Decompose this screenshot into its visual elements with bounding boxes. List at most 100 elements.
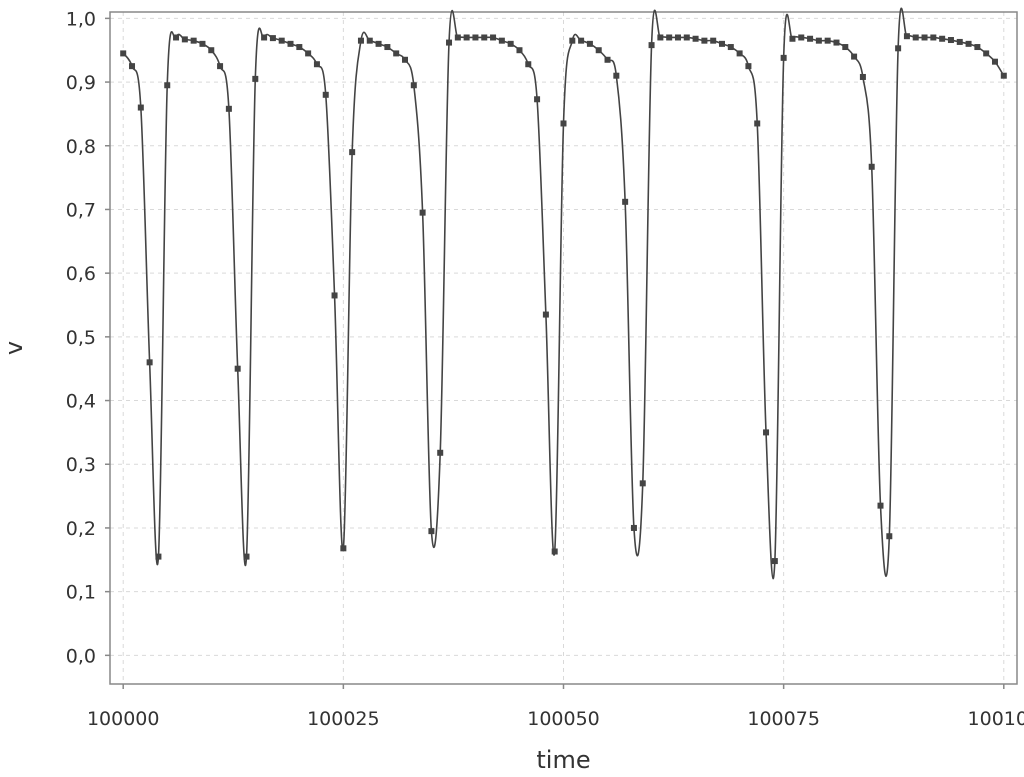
data-point	[446, 39, 453, 46]
data-point	[481, 34, 488, 41]
data-point	[622, 198, 629, 205]
data-point	[560, 120, 567, 127]
data-point	[331, 292, 338, 299]
x-tick-label: 100050	[527, 708, 600, 730]
data-point	[287, 40, 294, 47]
data-point	[983, 50, 990, 57]
data-point	[595, 47, 602, 54]
data-point	[340, 545, 347, 552]
data-point	[639, 480, 646, 487]
data-point	[498, 37, 505, 44]
data-point	[437, 449, 444, 456]
data-point	[419, 209, 426, 216]
data-point	[851, 53, 858, 60]
data-point	[269, 35, 276, 42]
data-point	[305, 50, 312, 57]
data-point	[745, 63, 752, 70]
data-point	[375, 40, 382, 47]
series-group	[120, 7, 1007, 580]
data-point	[657, 34, 664, 41]
data-point	[296, 44, 303, 51]
data-point	[674, 34, 681, 41]
data-point	[886, 533, 893, 540]
data-point	[789, 35, 796, 42]
data-point	[719, 40, 726, 47]
data-point	[903, 33, 910, 40]
data-point	[701, 37, 708, 44]
data-point	[516, 47, 523, 54]
data-point	[965, 40, 972, 47]
y-tick-label: 0,1	[66, 582, 96, 604]
data-point	[683, 34, 690, 41]
data-point	[807, 35, 814, 42]
data-point	[666, 34, 673, 41]
x-tick-label: 100100	[968, 708, 1024, 730]
data-point	[569, 37, 576, 44]
data-point	[974, 44, 981, 51]
data-point	[243, 553, 250, 560]
data-point	[490, 34, 497, 41]
y-tick-label: 0,6	[66, 263, 96, 285]
data-point	[868, 163, 875, 170]
data-point	[322, 91, 329, 98]
data-point	[727, 44, 734, 51]
data-point	[542, 311, 549, 318]
y-tick-label: 0,5	[66, 327, 96, 349]
data-point	[357, 37, 364, 44]
y-tick-label: 0,2	[66, 518, 96, 540]
data-point	[1000, 72, 1007, 79]
y-tick-label: 0,7	[66, 199, 96, 221]
data-point	[507, 40, 514, 47]
data-point	[261, 34, 268, 41]
data-point	[833, 39, 840, 46]
data-point	[947, 37, 954, 44]
data-point	[534, 96, 541, 103]
data-point	[613, 72, 620, 79]
data-point	[578, 37, 585, 44]
series-layer	[120, 7, 1007, 580]
data-point	[208, 47, 215, 54]
y-tick-label: 0,9	[66, 72, 96, 94]
data-point	[366, 37, 373, 44]
data-point	[842, 44, 849, 51]
data-point	[604, 56, 611, 63]
data-point	[401, 56, 408, 63]
data-point	[877, 502, 884, 509]
x-axis: 100000 100025 100050 100075 100100	[87, 684, 1024, 730]
data-point	[630, 524, 637, 531]
data-point	[824, 37, 831, 44]
data-point	[763, 429, 770, 436]
data-point	[164, 82, 171, 89]
x-axis-title: time	[536, 746, 590, 774]
data-point	[234, 365, 241, 372]
data-point	[754, 120, 761, 127]
data-point	[648, 42, 655, 49]
y-tick-label: 0,8	[66, 136, 96, 158]
y-tick-label: 0,4	[66, 391, 96, 413]
y-axis-title: v	[0, 341, 28, 355]
data-point	[225, 105, 232, 112]
data-point	[349, 149, 356, 156]
data-point	[859, 73, 866, 80]
data-point	[384, 44, 391, 51]
data-point	[692, 35, 699, 42]
data-point	[410, 82, 417, 89]
x-tick-label: 100000	[87, 708, 160, 730]
data-point	[815, 37, 822, 44]
data-point	[895, 45, 902, 52]
data-point	[428, 528, 435, 535]
data-point	[313, 61, 320, 68]
data-point	[181, 36, 188, 43]
data-point	[454, 34, 461, 41]
data-point	[921, 34, 928, 41]
data-point	[155, 553, 162, 560]
data-point	[956, 38, 963, 45]
y-tick-label: 0,0	[66, 645, 96, 667]
data-point	[586, 40, 593, 47]
data-point	[120, 50, 127, 57]
data-point	[463, 34, 470, 41]
x-tick-label: 100075	[747, 708, 820, 730]
data-point	[252, 75, 259, 82]
data-point	[525, 61, 532, 68]
